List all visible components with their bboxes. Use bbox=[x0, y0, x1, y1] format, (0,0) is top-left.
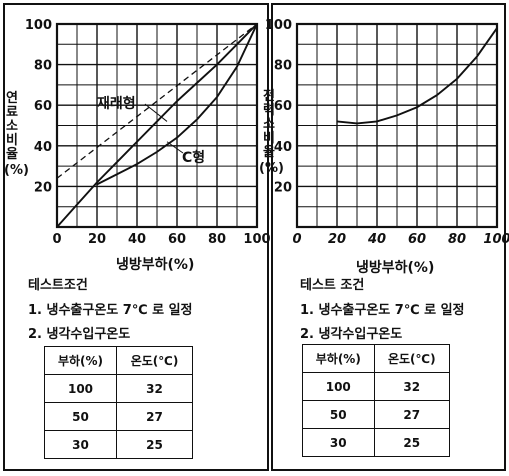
left-ytick-label: 20 bbox=[34, 180, 52, 195]
annotation-leader-line bbox=[144, 103, 168, 122]
table-cell: 27 bbox=[373, 400, 451, 429]
right-series-line-curve bbox=[336, 27, 498, 125]
left-xtick-label: 0 bbox=[52, 232, 61, 247]
right-xlabel: 냉방부하(%) bbox=[356, 260, 435, 276]
left-ytick-label: 100 bbox=[25, 18, 52, 33]
left-series-line-C형 bbox=[96, 23, 258, 186]
left-series-line-재래형 bbox=[56, 23, 258, 228]
left-ylabel-unit: (%) bbox=[4, 163, 29, 178]
left-condition-1: 1. 냉수출구온도 7℃ 로 일정 bbox=[28, 303, 193, 318]
left-xtick-label: 40 bbox=[128, 232, 146, 247]
right-test-title: 테스트 조건 bbox=[300, 278, 365, 293]
table-row: 30 25 bbox=[43, 430, 193, 459]
left-xlabel: 냉방부하(%) bbox=[116, 257, 195, 273]
annotation-leader-line bbox=[166, 141, 184, 154]
left-xtick-label: 100 bbox=[243, 232, 270, 247]
table-cell: 50 bbox=[43, 402, 118, 431]
right-xtick-label: 20 bbox=[328, 232, 346, 247]
left-ytick-label: 40 bbox=[34, 140, 52, 155]
annotation-label-conventional: 재래형 bbox=[97, 95, 136, 112]
table-row: 100 32 bbox=[302, 372, 451, 401]
left-panel-frame bbox=[3, 3, 269, 471]
right-ytick-label: 80 bbox=[274, 59, 292, 74]
left-series-line-dashed bbox=[56, 23, 258, 179]
right-ytick-label: 60 bbox=[274, 99, 292, 114]
table-header-row: 부하(%) 온도(℃) bbox=[43, 346, 193, 375]
right-xtick-label: 0 bbox=[292, 232, 301, 247]
right-condition-table: 부하(%) 온도(℃) 100 32 50 27 30 25 bbox=[302, 344, 451, 457]
right-panel-frame bbox=[271, 3, 506, 471]
annotation-label-c-type: C형 bbox=[182, 149, 205, 166]
right-xtick-label: 80 bbox=[448, 232, 466, 247]
right-xtick-label: 60 bbox=[408, 232, 426, 247]
right-plot-border bbox=[295, 22, 499, 229]
table-cell: 27 bbox=[116, 402, 193, 431]
left-xtick-label: 20 bbox=[88, 232, 106, 247]
table-header-cell: 부하(%) bbox=[43, 346, 118, 375]
table-row: 50 27 bbox=[302, 400, 451, 429]
table-row: 50 27 bbox=[43, 402, 193, 431]
table-cell: 30 bbox=[302, 428, 375, 457]
right-ylabel-unit: (%) bbox=[259, 161, 284, 176]
right-ytick-label: 100 bbox=[265, 18, 292, 33]
left-xtick-label: 80 bbox=[208, 232, 226, 247]
left-test-title: 테스트조건 bbox=[28, 278, 88, 293]
left-ytick-label: 80 bbox=[34, 59, 52, 74]
right-condition-2: 2. 냉각수입구온도 bbox=[300, 327, 403, 342]
right-ytick-label: 40 bbox=[274, 140, 292, 155]
left-xtick-label: 60 bbox=[168, 232, 186, 247]
table-cell: 32 bbox=[116, 374, 193, 403]
table-header-cell: 부하(%) bbox=[302, 344, 375, 373]
left-ylabel: 연료소비율 bbox=[6, 91, 18, 162]
left-condition-2: 2. 냉각수입구온도 bbox=[28, 327, 131, 342]
left-ytick-label: 60 bbox=[34, 99, 52, 114]
table-row: 30 25 bbox=[302, 428, 451, 457]
table-cell: 100 bbox=[43, 374, 118, 403]
right-xtick-label: 40 bbox=[367, 232, 386, 247]
left-plot-border bbox=[55, 22, 259, 229]
right-condition-1: 1. 냉수출구온도 7℃ 로 일정 bbox=[300, 303, 465, 318]
right-ylabel: 전력소비율 bbox=[263, 89, 275, 160]
table-cell: 32 bbox=[373, 372, 451, 401]
table-cell: 50 bbox=[302, 400, 375, 429]
table-cell: 100 bbox=[302, 372, 375, 401]
table-header-cell: 온도(℃) bbox=[116, 346, 193, 375]
table-cell: 30 bbox=[43, 430, 118, 459]
right-ytick-label: 20 bbox=[274, 180, 292, 195]
table-cell: 25 bbox=[373, 428, 451, 457]
table-row: 100 32 bbox=[43, 374, 193, 403]
table-header-cell: 온도(℃) bbox=[373, 344, 451, 373]
right-xtick-label: 100 bbox=[483, 232, 509, 247]
table-cell: 25 bbox=[116, 430, 193, 459]
left-condition-table: 부하(%) 온도(℃) 100 32 50 27 30 25 bbox=[43, 346, 193, 459]
table-header-row: 부하(%) 온도(℃) bbox=[302, 344, 451, 373]
